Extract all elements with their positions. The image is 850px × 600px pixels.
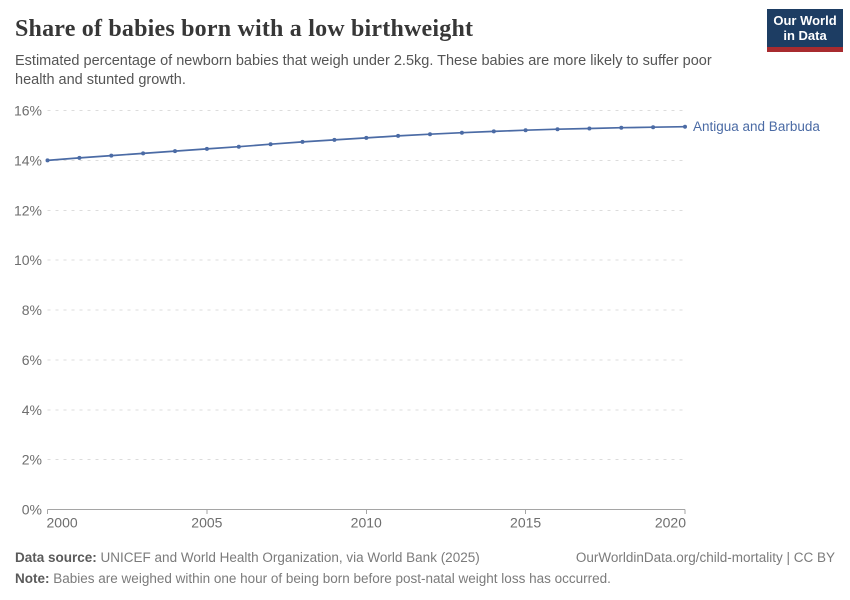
note-label: Note: <box>15 570 50 586</box>
data-source-text: UNICEF and World Health Organization, vi… <box>100 550 480 565</box>
data-point-2003[interactable] <box>141 151 146 156</box>
note-text: Babies are weighed within one hour of be… <box>53 570 611 586</box>
data-point-2002[interactable] <box>109 153 114 158</box>
data-point-2017[interactable] <box>587 126 592 131</box>
owid-logo-line2: in Data <box>783 28 827 43</box>
chart-footer: Data source: UNICEF and World Health Org… <box>15 548 835 590</box>
x-axis-tick-label: 2020 <box>655 515 686 531</box>
attribution-link[interactable]: OurWorldinData.org/child-mortality | CC … <box>575 550 835 565</box>
data-point-2013[interactable] <box>459 130 464 135</box>
owid-logo-line1: Our World <box>773 13 837 28</box>
y-axis-tick-label: 10% <box>14 252 42 268</box>
footer-row-sources: Data source: UNICEF and World Health Org… <box>15 548 835 569</box>
data-point-2010[interactable] <box>364 135 369 140</box>
owid-logo[interactable]: Our World in Data <box>767 9 843 52</box>
data-point-2004[interactable] <box>173 149 177 154</box>
data-point-2012[interactable] <box>428 132 432 137</box>
data-point-2018[interactable] <box>619 125 624 130</box>
x-axis-tick-label: 2010 <box>351 515 382 531</box>
line-chart: 0% 2% 4% 6% 8% 10% 12% 14% 16% 2000 2005 2010 2015 20… <box>14 103 820 531</box>
data-point-2005[interactable] <box>204 146 209 151</box>
y-axis-tick-label: 0% <box>22 502 42 518</box>
data-point-2019[interactable] <box>651 125 656 130</box>
y-axis-tick-label: 12% <box>14 202 42 218</box>
y-axis-tick-label: 14% <box>14 152 42 168</box>
x-axis-tick-label: 2015 <box>510 515 541 531</box>
chart-subtitle: Estimated percentage of newborn babies t… <box>15 53 712 88</box>
data-point-2009[interactable] <box>332 137 337 142</box>
data-point-2006[interactable] <box>236 144 241 149</box>
data-point-2011[interactable] <box>396 133 401 138</box>
data-point-2008[interactable] <box>300 139 305 144</box>
page-title: Share of babies born with a low birthwei… <box>15 16 474 42</box>
data-point-2001[interactable] <box>77 155 82 160</box>
note-line: Note: Babies are weighed within one hour… <box>15 569 835 590</box>
x-axis-tick-label: 2005 <box>191 515 222 531</box>
data-point-2014[interactable] <box>491 129 496 134</box>
data-source-label: Data source: <box>15 550 97 565</box>
y-axis-tick-label: 4% <box>22 402 42 418</box>
data-source-line: Data source: UNICEF and World Health Org… <box>15 548 480 569</box>
data-point-2016[interactable] <box>555 127 560 132</box>
y-axis-tick-label: 8% <box>22 302 42 318</box>
y-axis-tick-label: 2% <box>22 452 42 468</box>
data-point-2007[interactable] <box>268 142 273 147</box>
data-point-2000[interactable] <box>45 158 50 163</box>
y-axis-tick-label: 16% <box>14 103 42 119</box>
y-axis-tick-label: 6% <box>22 352 42 368</box>
data-point-2015[interactable] <box>523 128 528 133</box>
x-axis-tick-label: 2000 <box>47 515 78 531</box>
series-label[interactable]: Antigua and Barbuda <box>693 119 820 134</box>
data-point-2020[interactable] <box>683 124 687 129</box>
chart-header: Share of babies born with a low birthwei… <box>15 16 750 90</box>
